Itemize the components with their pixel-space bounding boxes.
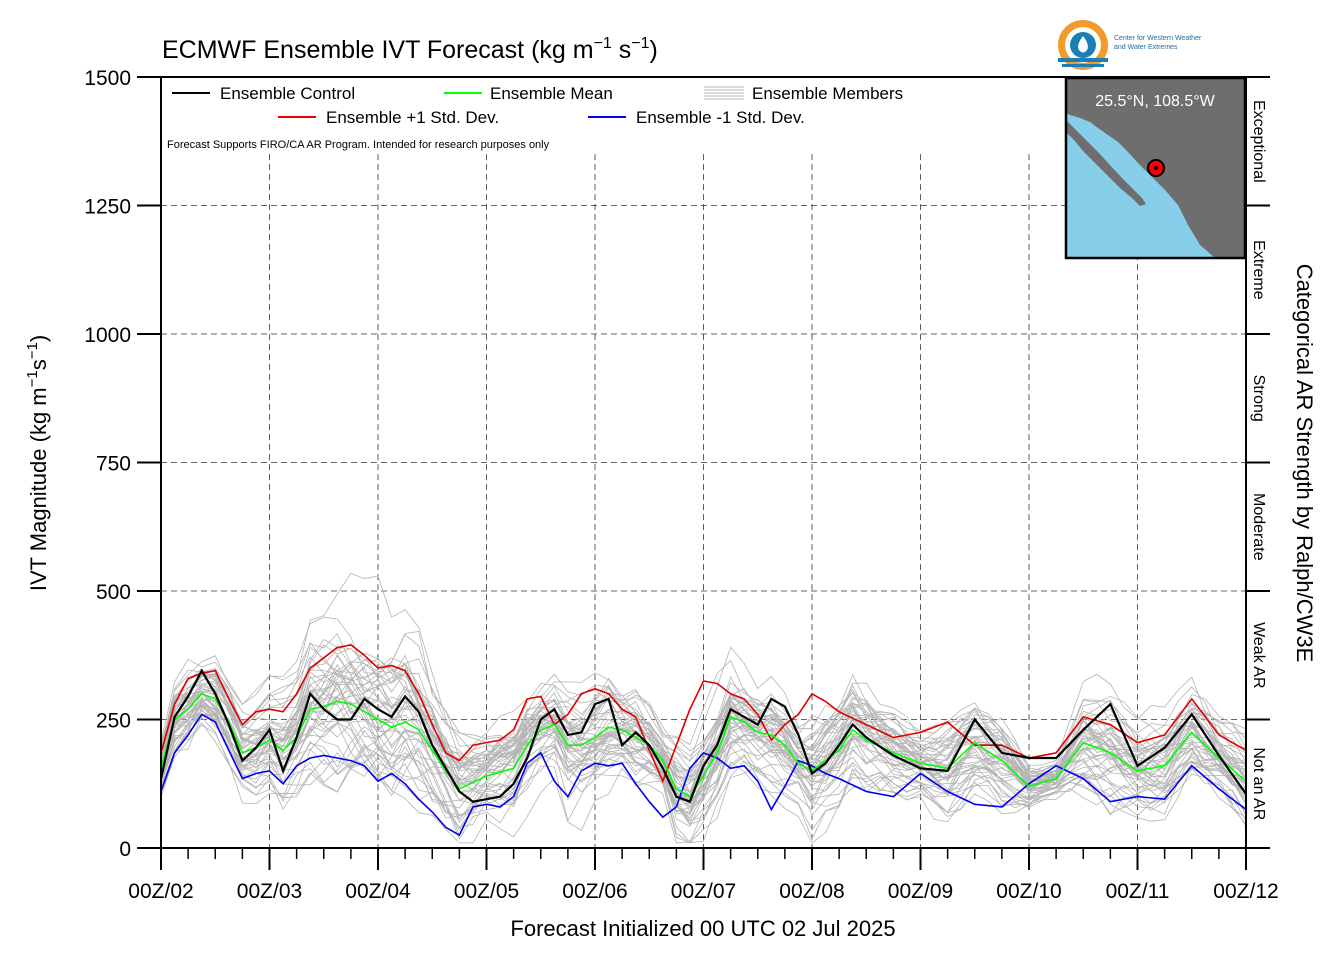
x-axis-label: Forecast Initialized 00 UTC 02 Jul 2025 xyxy=(510,916,895,941)
category-label: Extreme xyxy=(1250,240,1267,300)
legend-minus-label: Ensemble -1 Std. Dev. xyxy=(636,108,805,127)
inset-land-baja xyxy=(1066,120,1146,206)
category-axis-label: Categorical AR Strength by Ralph/CW3E xyxy=(1292,264,1317,663)
y-tick-label: 1000 xyxy=(84,324,131,347)
x-tick-label: 00Z/05 xyxy=(454,880,519,903)
cw3e-logo: Center for Western Weather and Water Ext… xyxy=(1058,20,1202,70)
x-tick-label: 00Z/12 xyxy=(1213,880,1278,903)
x-tick-label: 00Z/02 xyxy=(128,880,193,903)
x-tick-label: 00Z/09 xyxy=(888,880,953,903)
x-tick-label: 00Z/08 xyxy=(779,880,844,903)
x-tick-label: 00Z/04 xyxy=(345,880,411,903)
y-tick-label: 0 xyxy=(119,838,131,861)
x-tick-label: 00Z/03 xyxy=(237,880,302,903)
ensemble-member-line xyxy=(160,641,1247,822)
inset-location-label: 25.5°N, 108.5°W xyxy=(1095,93,1215,110)
category-label: Exceptional xyxy=(1250,100,1267,183)
ensemble-member-line xyxy=(160,713,1247,844)
y-tick-label: 500 xyxy=(96,581,131,604)
legend-members-label: Ensemble Members xyxy=(752,84,903,103)
axes: 0 250 500 750 1000 1250 1500 00Z/02 00Z/03 00Z/04… xyxy=(84,67,1278,903)
category-label: Strong xyxy=(1250,375,1267,422)
ensemble-member-line xyxy=(160,689,1247,808)
x-tick-label: 00Z/07 xyxy=(671,880,736,903)
logo-text-line1: Center for Western Weather xyxy=(1114,35,1202,42)
ensemble-member-line xyxy=(160,685,1247,844)
inset-frame xyxy=(1064,76,1247,260)
ensemble-member-line xyxy=(160,675,1247,792)
disclaimer-note: Forecast Supports FIRO/CA AR Program. In… xyxy=(167,139,550,151)
grid xyxy=(161,154,1246,848)
legend-mean-label: Ensemble Mean xyxy=(490,84,613,103)
minus-std-line xyxy=(160,713,1247,837)
x-tick-label: 00Z/11 xyxy=(1106,880,1170,903)
y-axis-label: IVT Magnitude (kg m−1s−1) xyxy=(24,335,51,591)
ensemble-member-line xyxy=(160,695,1247,823)
plus-std-line xyxy=(160,644,1247,784)
category-label: Weak AR xyxy=(1250,622,1267,688)
x-tick-label: 00Z/10 xyxy=(996,880,1061,903)
chart-title: ECMWF Ensemble IVT Forecast (kg m−1 s−1) xyxy=(162,35,658,64)
legend-control-label: Ensemble Control xyxy=(220,84,355,103)
location-inset-map: 25.5°N, 108.5°W xyxy=(1064,76,1247,260)
ensemble-member-line xyxy=(160,662,1247,844)
series-lines xyxy=(159,644,1247,837)
x-tick-label: 00Z/06 xyxy=(562,880,627,903)
y-tick-label: 250 xyxy=(96,710,131,733)
category-label: Moderate xyxy=(1250,493,1267,561)
y-tick-label: 1500 xyxy=(84,67,131,90)
ensemble-member-line xyxy=(160,668,1247,792)
y-tick-label: 1250 xyxy=(84,196,131,219)
control-line xyxy=(159,668,1247,804)
y-tick-label: 750 xyxy=(96,453,131,476)
category-label: Not an AR xyxy=(1250,747,1267,820)
logo-text-line2: and Water Extremes xyxy=(1114,44,1178,51)
ensemble-member-line xyxy=(160,657,1247,805)
legend-plus-label: Ensemble +1 Std. Dev. xyxy=(326,108,499,127)
mean-line xyxy=(160,692,1247,798)
ensemble-member-line xyxy=(160,658,1247,800)
legend: Ensemble Control Ensemble Mean Ensemble … xyxy=(167,84,903,151)
legend-members-swatch xyxy=(704,86,744,100)
